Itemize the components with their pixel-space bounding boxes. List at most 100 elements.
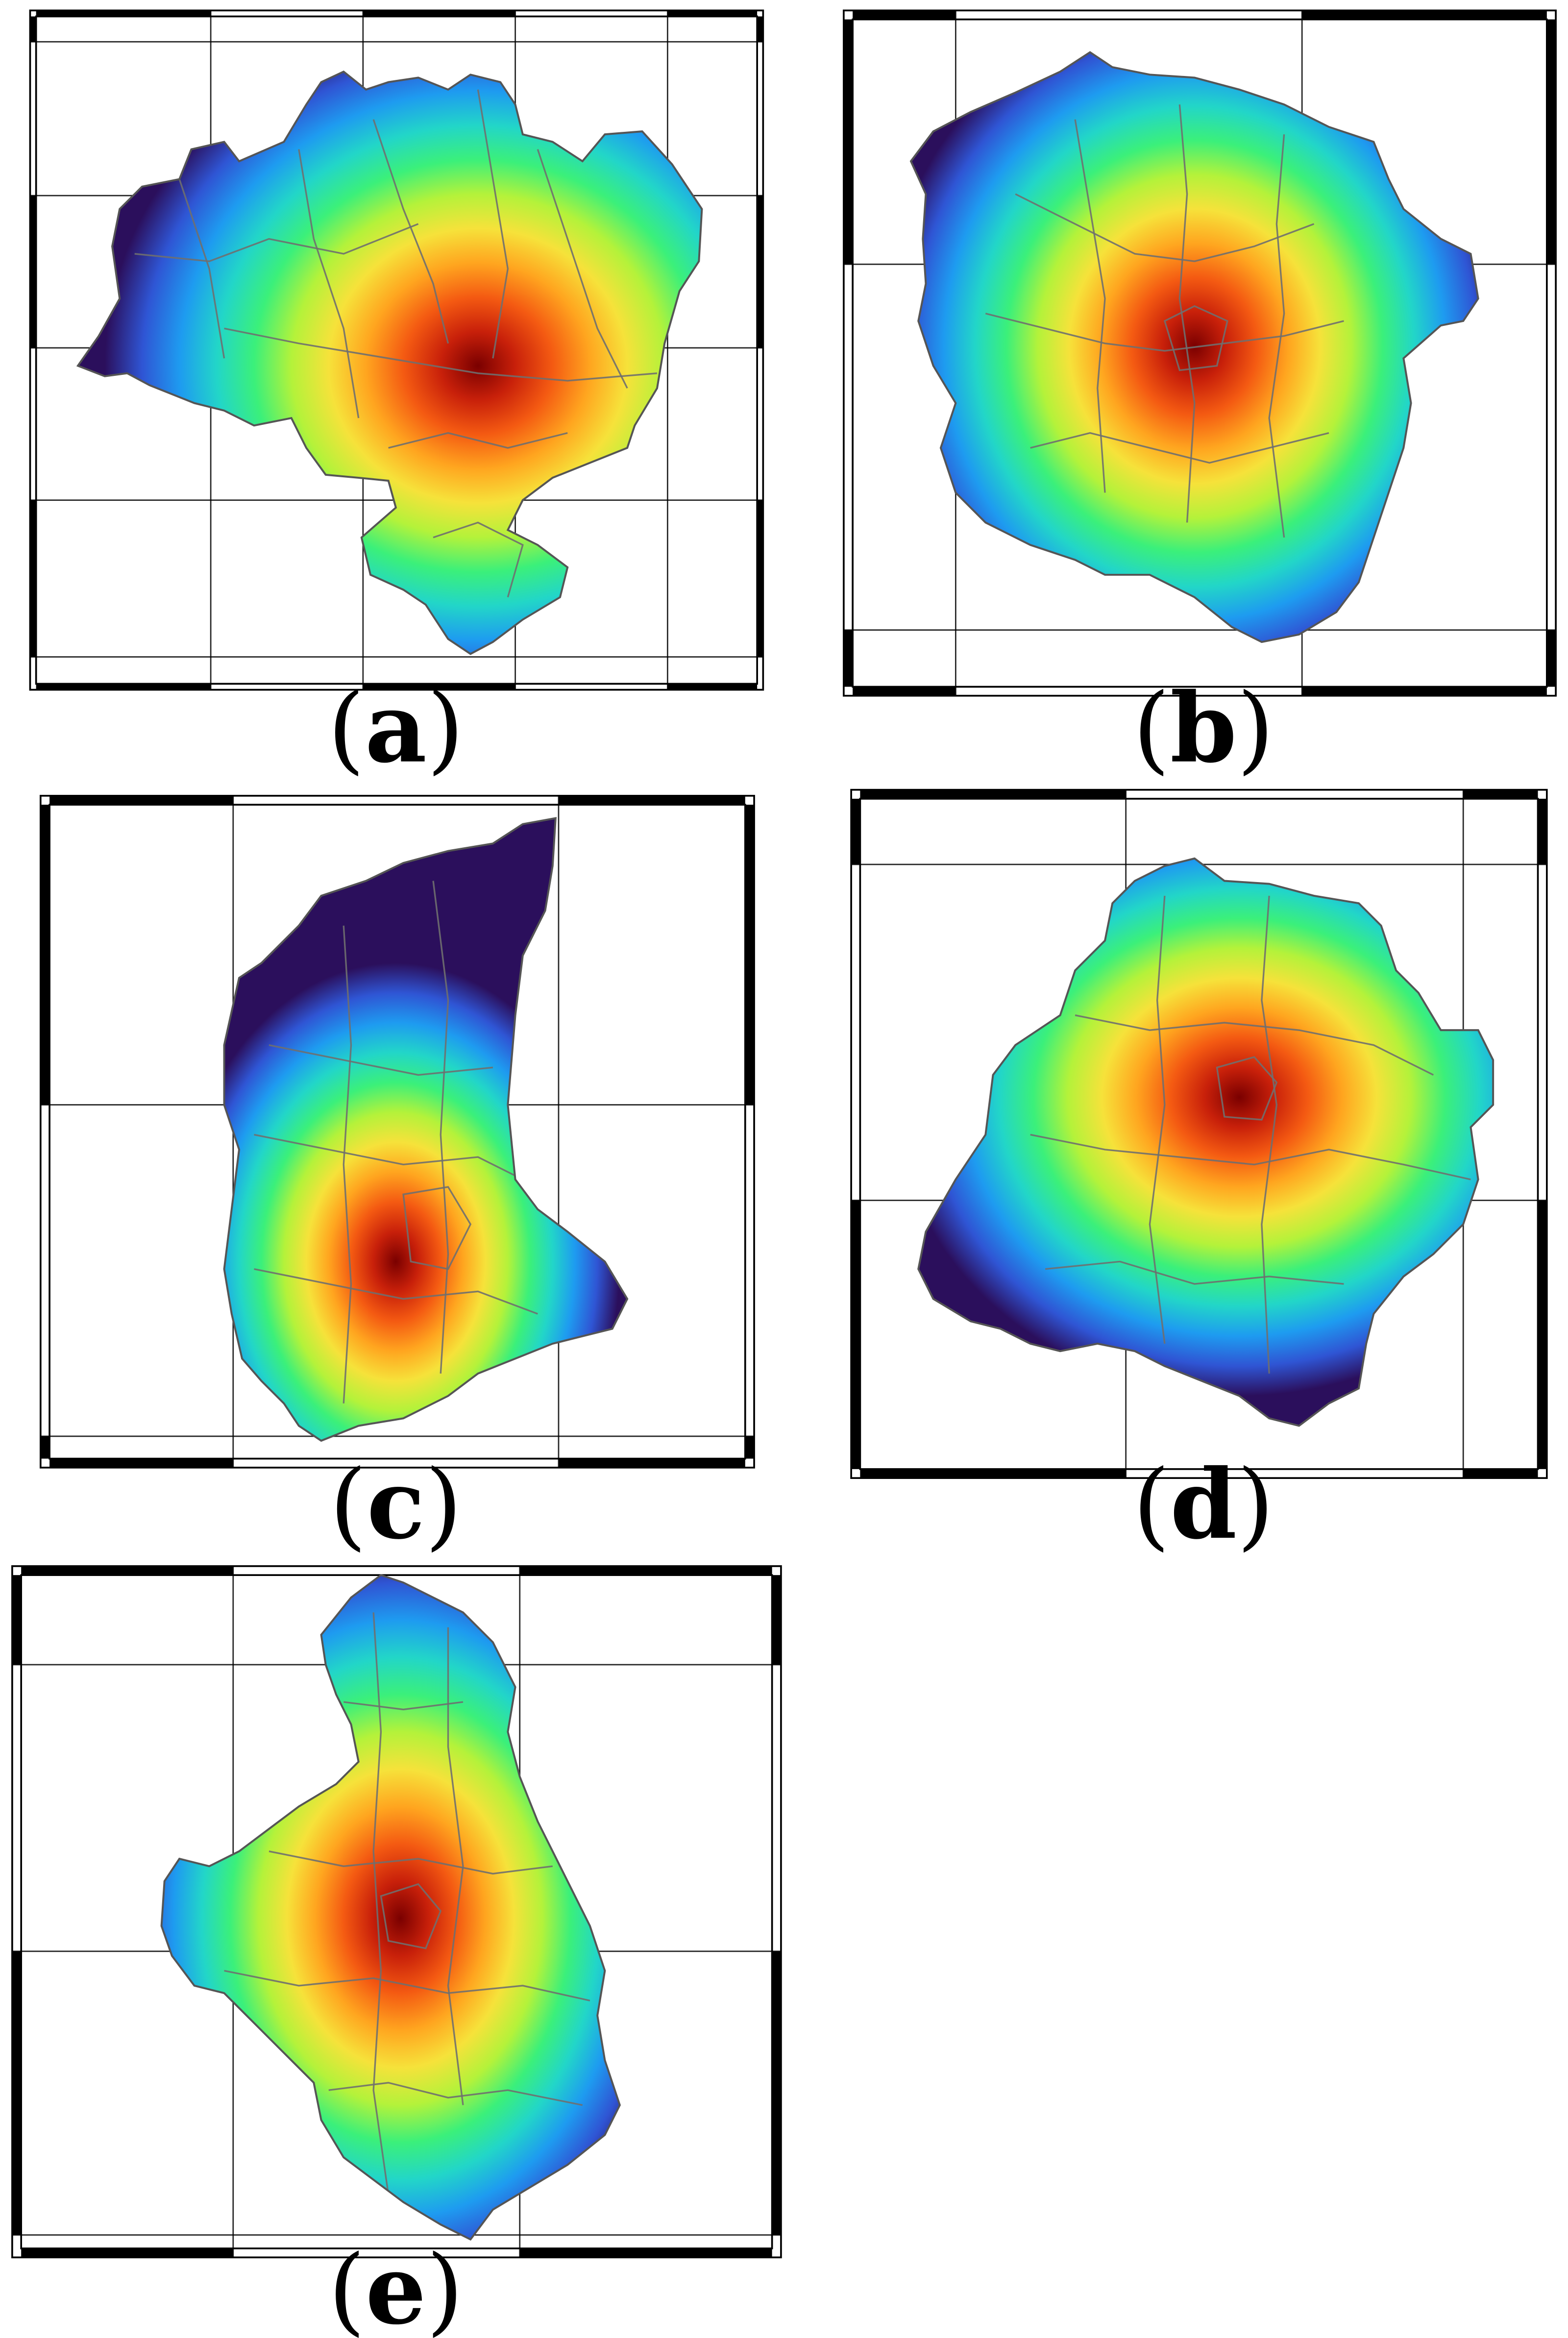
border-segment [30, 16, 36, 42]
county-boundary [328, 2082, 583, 2106]
county-boundary [1074, 119, 1106, 493]
county-boundary [537, 149, 628, 389]
county-boundary [372, 119, 449, 344]
border-segment [860, 789, 1126, 799]
county-boundary [1163, 305, 1228, 371]
county-boundary [178, 179, 225, 359]
border-segment [667, 10, 758, 17]
border-segment [853, 10, 956, 20]
border-segment [558, 795, 745, 805]
border-segment [49, 795, 233, 805]
county-boundary [433, 521, 524, 598]
border-segment [853, 687, 956, 696]
county-boundary [985, 313, 1344, 352]
county-boundary [1075, 1014, 1434, 1076]
county-boundary [372, 1612, 390, 2195]
border-segment [1302, 687, 1547, 696]
border-segment [757, 500, 763, 657]
inner-frame [859, 798, 1539, 1470]
border-segment [12, 1575, 22, 1665]
map-frame-e [11, 1565, 782, 2259]
county-boundary [254, 1133, 523, 1181]
border-segment [36, 10, 211, 17]
map-frame-d [850, 788, 1548, 1479]
border-segment [30, 196, 36, 348]
border-segment [558, 1458, 745, 1468]
border-segment [363, 684, 515, 690]
border-segment [1538, 798, 1547, 864]
border-segment [30, 500, 36, 657]
region-outline [160, 1574, 621, 2241]
border-segment [757, 196, 763, 348]
county-boundary [477, 89, 509, 359]
region-outline [909, 51, 1479, 643]
border-segment [40, 1436, 50, 1459]
border-segment [851, 1200, 860, 1469]
border-segment [667, 684, 758, 690]
border-segment [36, 684, 211, 690]
county-boundary [432, 881, 449, 1374]
border-segment [772, 1575, 781, 1665]
border-segment [745, 1436, 755, 1459]
county-boundary [1261, 895, 1278, 1374]
county-boundary [1268, 134, 1285, 538]
county-boundary [388, 432, 568, 449]
caption-b: (b) [1133, 672, 1274, 784]
county-boundary [380, 1883, 442, 1949]
county-boundary [224, 327, 658, 382]
border-segment [1546, 19, 1556, 265]
border-segment [1302, 10, 1547, 20]
border-segment [1463, 1469, 1538, 1478]
county-boundary [1216, 1056, 1278, 1121]
border-segment [21, 2248, 233, 2258]
outer-frame [11, 1565, 782, 2259]
county-boundary [1030, 432, 1329, 464]
border-segment [519, 2248, 772, 2258]
border-segment [772, 1951, 781, 2235]
border-segment [843, 19, 853, 265]
county-boundary [224, 1969, 590, 2002]
border-segment [519, 1566, 772, 1575]
border-segment [40, 805, 50, 1105]
outer-frame [850, 788, 1548, 1479]
county-boundary [1015, 193, 1315, 262]
border-segment [843, 630, 853, 687]
outer-frame [39, 795, 755, 1469]
border-segment [757, 16, 763, 42]
region-outline [223, 817, 629, 1442]
border-segment [49, 1458, 233, 1468]
county-boundary [343, 1701, 464, 1711]
county-boundary [254, 1268, 538, 1315]
border-segment [1463, 789, 1538, 799]
caption-a: (a) [328, 672, 465, 784]
border-segment [1538, 1200, 1547, 1469]
county-boundary [1045, 1260, 1344, 1285]
county-boundary [298, 149, 360, 418]
county-boundary [1149, 895, 1166, 1344]
county-boundary [447, 1627, 464, 2105]
region-outline [917, 857, 1494, 1427]
border-segment [21, 1566, 233, 1575]
border-segment [745, 805, 755, 1105]
inner-frame [20, 1574, 773, 2250]
region-outline [76, 70, 703, 655]
map-frame-c [39, 795, 755, 1469]
border-segment [12, 1951, 22, 2235]
caption-c: (c) [329, 1448, 462, 1560]
county-boundary [269, 1044, 493, 1076]
border-segment [851, 798, 860, 864]
caption-d: (d) [1133, 1448, 1274, 1560]
county-boundary [269, 1850, 553, 1875]
border-segment [363, 10, 515, 17]
inner-frame [49, 804, 746, 1460]
inner-frame [852, 18, 1548, 688]
county-boundary [1030, 1133, 1471, 1181]
outer-frame [843, 9, 1557, 697]
county-boundary [134, 223, 419, 262]
border-segment [1546, 630, 1556, 687]
county-boundary [343, 925, 352, 1403]
county-boundary [1178, 104, 1196, 523]
caption-e: (e) [328, 2234, 464, 2338]
county-boundary [402, 1186, 472, 1270]
